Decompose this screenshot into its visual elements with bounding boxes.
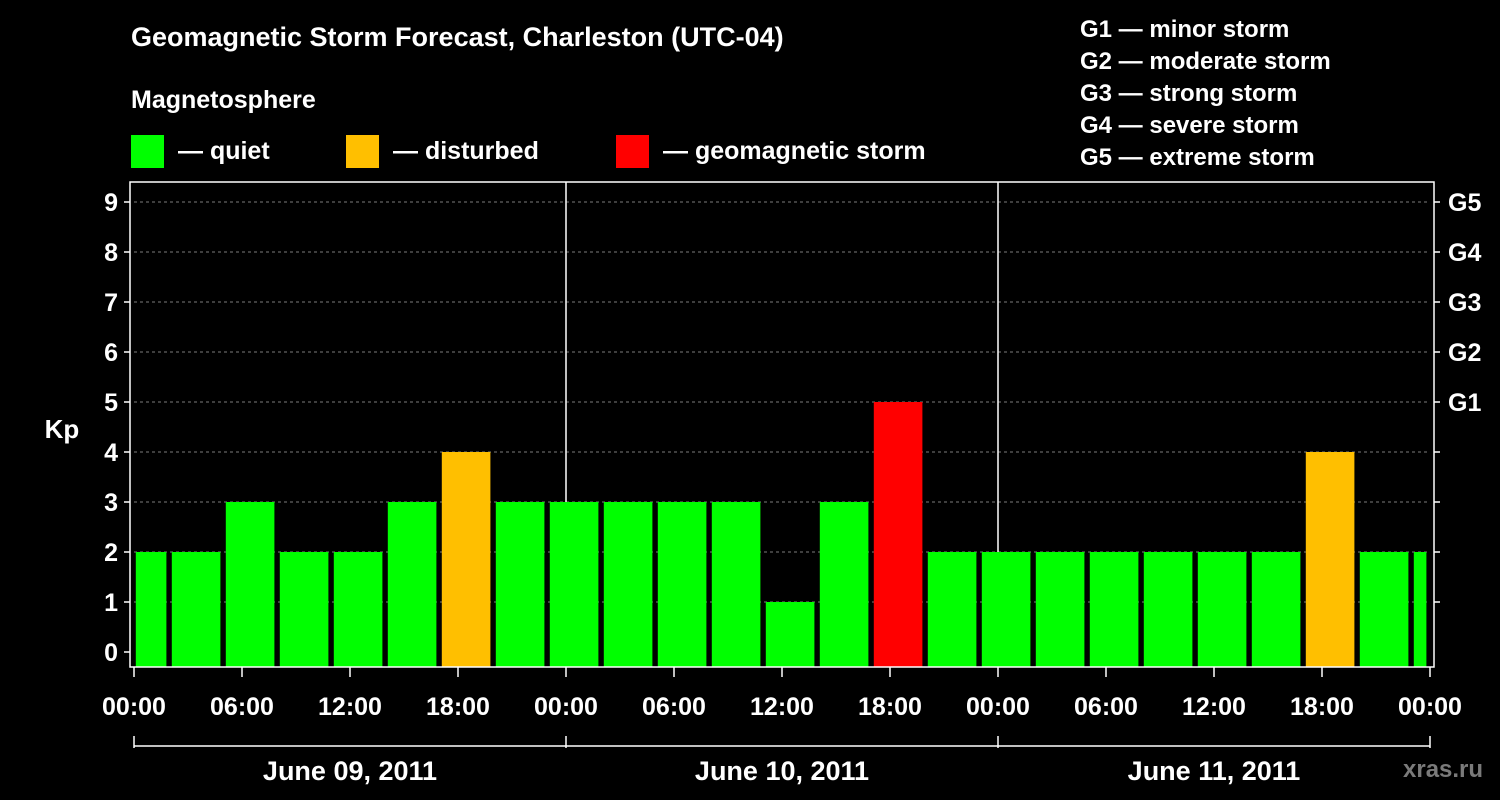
kp-bar-24 [1413,552,1427,667]
y-tick-label-0: 0 [104,639,118,667]
legend-label-storm: — geomagnetic storm [663,136,926,165]
right-tick-label-g1: G1 [1448,389,1481,417]
y-tick-label-2: 2 [104,539,118,567]
right-tick-label-g5: G5 [1448,189,1481,217]
legend-item-storm: — geomagnetic storm [616,134,926,168]
legend-swatch-disturbed [346,134,379,168]
kp-bar-2 [225,502,275,667]
storm-scale-legend: G1 — minor storm G2 — moderate storm G3 … [1080,14,1331,174]
kp-bar-4 [333,552,383,667]
kp-bar-12 [765,602,815,667]
kp-bar-10 [657,502,707,667]
kp-bar-22 [1305,452,1355,667]
x-tick-label-3: 18:00 [426,693,490,721]
x-tick-label-11: 18:00 [1290,693,1354,721]
x-tick-label-6: 12:00 [750,693,814,721]
y-tick-label-5: 5 [104,389,118,417]
x-tick-label-8: 00:00 [966,693,1030,721]
y-tick-label-3: 3 [104,489,118,517]
x-tick-label-10: 12:00 [1182,693,1246,721]
kp-bar-20 [1197,552,1247,667]
x-tick-label-7: 18:00 [858,693,922,721]
kp-bar-14 [873,402,923,667]
kp-bar-21 [1251,552,1301,667]
legend-label-quiet: — quiet [178,136,270,165]
kp-bar-5 [387,502,437,667]
chart-title: Geomagnetic Storm Forecast, Charleston (… [131,22,784,52]
y-tick-label-4: 4 [104,439,118,467]
kp-bar-3 [279,552,329,667]
day-label-2: June 11, 2011 [1128,756,1301,786]
day-label-1: June 10, 2011 [695,756,869,786]
day-label-0: June 09, 2011 [263,756,437,786]
kp-bar-0 [135,552,167,667]
storm-scale-g5: G5 — extreme storm [1080,144,1315,171]
x-tick-label-5: 06:00 [642,693,706,721]
y-tick-label-6: 6 [104,339,118,367]
kp-bar-17 [1035,552,1085,667]
storm-scale-g4: G4 — severe storm [1080,112,1299,139]
x-tick-label-0: 00:00 [102,693,166,721]
right-tick-label-g3: G3 [1448,289,1481,317]
x-tick-label-1: 06:00 [210,693,274,721]
kp-bar-11 [711,502,761,667]
y-tick-label-8: 8 [104,239,118,267]
kp-bar-1 [171,552,221,667]
x-tick-label-4: 00:00 [534,693,598,721]
right-tick-label-g2: G2 [1448,339,1481,367]
x-tick-label-12: 00:00 [1398,693,1462,721]
kp-bar-19 [1143,552,1193,667]
legend-label-disturbed: — disturbed [393,136,539,165]
y-tick-label-9: 9 [104,189,118,217]
kp-bar-8 [549,502,599,667]
x-tick-label-2: 12:00 [318,693,382,721]
bar-layer [135,402,1427,667]
watermark: xras.ru [1403,756,1484,783]
kp-bar-6 [441,452,491,667]
legend-swatch-storm [616,134,649,168]
axis-layer: 0 1 2 3 4 5 6 7 8 9 G1 G2 G3 G4 G5 00:00 06:00 12:00 18:00… [102,181,1481,786]
y-tick-label-7: 7 [104,289,118,317]
legend-swatch-quiet [131,134,164,168]
kp-bar-23 [1359,552,1409,667]
y-axis-label: Kp [45,414,80,444]
legend-item-quiet: — quiet [131,134,270,168]
kp-bar-16 [981,552,1031,667]
right-tick-label-g4: G4 [1448,239,1481,267]
storm-scale-g1: G1 — minor storm [1080,16,1290,43]
kp-bar-9 [603,502,653,667]
kp-bar-13 [819,502,869,667]
kp-bar-7 [495,502,545,667]
x-tick-label-9: 06:00 [1074,693,1138,721]
storm-scale-g2: G2 — moderate storm [1080,48,1331,75]
kp-bar-15 [927,552,977,667]
kp-bar-18 [1089,552,1139,667]
storm-scale-g3: G3 — strong storm [1080,80,1298,107]
y-tick-label-1: 1 [104,589,118,617]
legend-heading: Magnetosphere [131,86,316,114]
legend-item-disturbed: — disturbed [346,134,539,168]
